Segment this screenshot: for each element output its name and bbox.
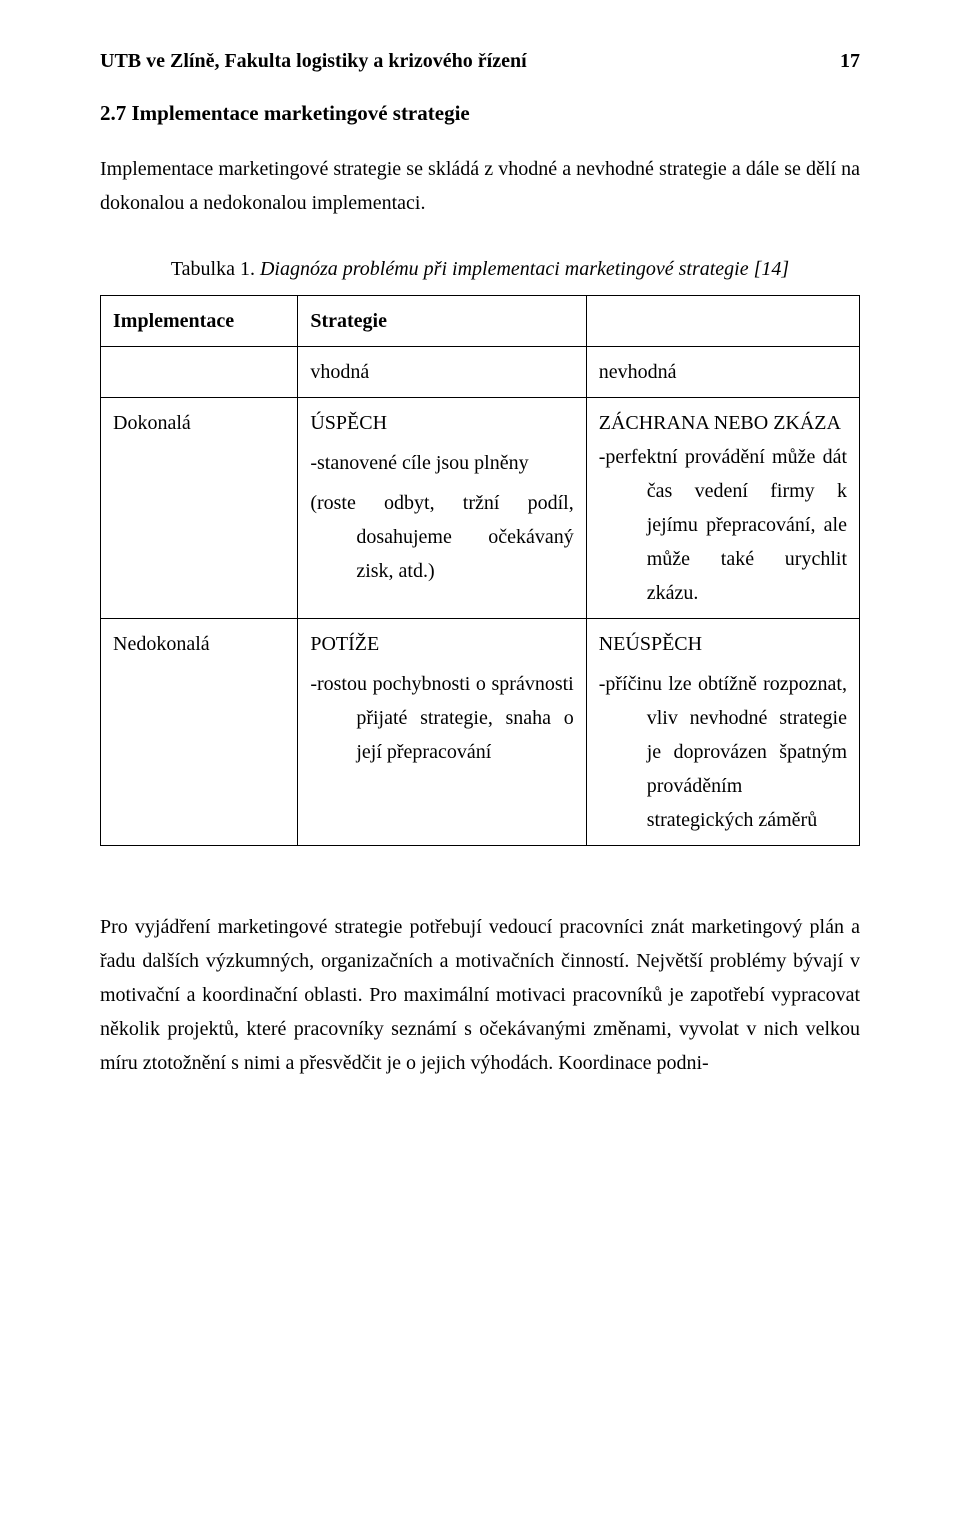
cell-lead: ZÁCHRANA NEBO ZKÁZA [599, 406, 847, 440]
th-nevhodna: nevhodná [586, 347, 859, 398]
table-row: Nedokonalá POTÍŽE -rostou pochybnosti o … [101, 619, 860, 846]
diagnosis-table: Implementace Strategie vhodná nevhodná D… [100, 295, 860, 846]
table-row: vhodná nevhodná [101, 347, 860, 398]
row-label: Dokonalá [101, 398, 298, 619]
th-vhodna: vhodná [298, 347, 586, 398]
intro-paragraph: Implementace marketingové strategie se s… [100, 152, 860, 220]
section-title: 2.7 Implementace marketingové strategie [100, 101, 860, 126]
cell-lead: ÚSPĚCH [310, 406, 573, 440]
cell-line: -stanovené cíle jsou plněny [310, 446, 573, 480]
table-row: Implementace Strategie [101, 296, 860, 347]
page: UTB ve Zlíně, Fakulta logistiky a krizov… [0, 0, 960, 1529]
cell-line: -perfektní provádění může dát čas vedení… [599, 440, 847, 610]
caption-label: Tabulka 1. [171, 258, 255, 280]
row-label: Nedokonalá [101, 619, 298, 846]
th-empty [586, 296, 859, 347]
caption-rest: Diagnóza problému při implementaci marke… [255, 258, 789, 280]
cell-nevhodna: NEÚSPĚCH -příčinu lze obtížně rozpoznat,… [586, 619, 859, 846]
cell-vhodna: POTÍŽE -rostou pochybnosti o správnosti … [298, 619, 586, 846]
closing-paragraph: Pro vyjádření marketingové strategie pot… [100, 910, 860, 1080]
cell-line: (roste odbyt, tržní podíl, dosahujeme oč… [310, 486, 573, 588]
cell-line: -příčinu lze obtížně rozpoznat, vliv nev… [599, 667, 847, 837]
table-caption: Tabulka 1. Diagnóza problému při impleme… [100, 258, 860, 281]
th-strategie: Strategie [298, 296, 586, 347]
header-page-number: 17 [840, 50, 860, 73]
th-implementace: Implementace [101, 296, 298, 347]
cell-line: -rostou pochybnosti o správnosti přijaté… [310, 667, 573, 769]
cell-nevhodna: ZÁCHRANA NEBO ZKÁZA -perfektní provádění… [586, 398, 859, 619]
running-header: UTB ve Zlíně, Fakulta logistiky a krizov… [100, 50, 860, 73]
table-row: Dokonalá ÚSPĚCH -stanovené cíle jsou pln… [101, 398, 860, 619]
cell-lead: NEÚSPĚCH [599, 627, 847, 661]
cell-vhodna: ÚSPĚCH -stanovené cíle jsou plněny (rost… [298, 398, 586, 619]
td-empty [101, 347, 298, 398]
header-left: UTB ve Zlíně, Fakulta logistiky a krizov… [100, 50, 527, 73]
cell-lead: POTÍŽE [310, 627, 573, 661]
